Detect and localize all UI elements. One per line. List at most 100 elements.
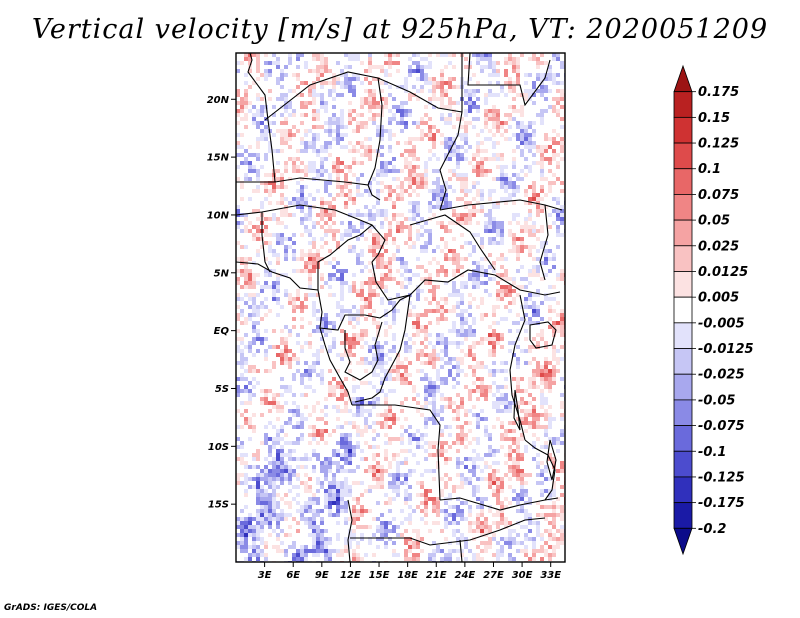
field-cell [440, 365, 444, 369]
field-cell [476, 305, 480, 309]
field-cell [560, 81, 564, 85]
field-cell [296, 189, 300, 193]
field-cell [380, 413, 384, 417]
field-cell [536, 209, 540, 213]
field-cell [344, 517, 348, 521]
field-cell [428, 97, 432, 101]
field-cell [244, 117, 248, 121]
field-cell [328, 493, 332, 497]
field-cell [380, 357, 384, 361]
field-cell [324, 477, 328, 481]
field-cell [500, 409, 504, 413]
field-cell [528, 273, 532, 277]
field-cell [392, 517, 396, 521]
field-cell [432, 153, 436, 157]
field-cell [272, 505, 276, 509]
field-cell [308, 477, 312, 481]
field-cell [512, 377, 516, 381]
field-cell [240, 545, 244, 549]
field-cell [512, 109, 516, 113]
field-cell [464, 125, 468, 129]
field-cell [560, 141, 564, 145]
field-cell [524, 145, 528, 149]
field-cell [552, 173, 556, 177]
field-cell [288, 449, 292, 453]
field-cell [304, 293, 308, 297]
field-cell [356, 517, 360, 521]
field-cell [280, 177, 284, 181]
field-cell [340, 237, 344, 241]
field-cell [520, 169, 524, 173]
country-borders [236, 53, 563, 562]
field-cell [384, 237, 388, 241]
field-cell [276, 545, 280, 549]
field-cell [436, 129, 440, 133]
field-cell [516, 477, 520, 481]
field-cell [476, 529, 480, 533]
field-cell [424, 281, 428, 285]
field-cell [340, 445, 344, 449]
field-cell [412, 205, 416, 209]
field-cell [416, 409, 420, 413]
field-cell [260, 509, 264, 513]
field-cell [320, 97, 324, 101]
field-cell [248, 421, 252, 425]
field-cell [412, 553, 416, 557]
field-cell [424, 297, 428, 301]
field-cell [440, 313, 444, 317]
field-cell [416, 193, 420, 197]
field-cell [284, 213, 288, 217]
field-cell [268, 513, 272, 517]
field-cell [312, 301, 316, 305]
field-cell [536, 265, 540, 269]
field-cell [344, 77, 348, 81]
field-cell [384, 361, 388, 365]
field-cell [316, 481, 320, 485]
field-cell [284, 473, 288, 477]
field-cell [352, 341, 356, 345]
field-cell [520, 277, 524, 281]
field-cell [464, 193, 468, 197]
field-cell [464, 217, 468, 221]
field-cell [360, 305, 364, 309]
field-cell [236, 477, 240, 481]
field-cell [300, 185, 304, 189]
field-cell [532, 549, 536, 553]
field-cell [352, 549, 356, 553]
field-cell [392, 337, 396, 341]
field-cell [508, 457, 512, 461]
field-cell [452, 365, 456, 369]
field-cell [256, 145, 260, 149]
field-cell [284, 129, 288, 133]
field-cell [484, 545, 488, 549]
field-cell [308, 101, 312, 105]
field-cell [488, 117, 492, 121]
field-cell [508, 53, 512, 57]
field-cell [264, 285, 268, 289]
field-cell [524, 445, 528, 449]
field-cell [368, 249, 372, 253]
field-cell [456, 261, 460, 265]
field-cell [392, 189, 396, 193]
field-cell [380, 361, 384, 365]
field-cell [456, 505, 460, 509]
field-cell [420, 377, 424, 381]
field-cell [340, 409, 344, 413]
field-cell [392, 377, 396, 381]
field-cell [528, 377, 532, 381]
field-cell [404, 101, 408, 105]
field-cell [428, 273, 432, 277]
field-cell [448, 53, 452, 57]
field-cell [556, 97, 560, 101]
coast-gulf-guinea [236, 261, 319, 291]
field-cell [368, 285, 372, 289]
field-cell [432, 381, 436, 385]
field-cell [320, 205, 324, 209]
field-cell [272, 465, 276, 469]
field-cell [356, 361, 360, 365]
field-cell [332, 169, 336, 173]
field-cell [484, 289, 488, 293]
field-cell [264, 481, 268, 485]
field-cell [420, 73, 424, 77]
field-cell [308, 485, 312, 489]
